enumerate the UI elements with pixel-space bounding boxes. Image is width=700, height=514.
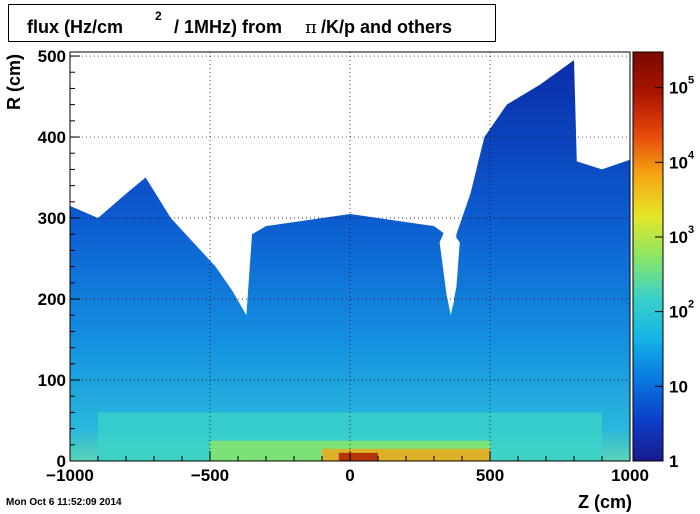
z-tick-label: 1: [669, 452, 678, 471]
timestamp: Mon Oct 6 11:52:09 2014: [6, 497, 122, 508]
z-tick-label: 10: [669, 79, 688, 98]
title-part-2: / 1MHz) from: [169, 17, 288, 37]
y-axis: 0 100 200 300 400 500: [38, 47, 80, 471]
x-axis: −1000 −500 0 500 1000: [46, 451, 649, 485]
z-tick-exponent: 5: [688, 75, 694, 87]
title-part-3: /K/p and others: [321, 17, 453, 37]
x-tick-label: −1000: [46, 466, 94, 485]
x-axis-label: Z (cm): [578, 492, 632, 512]
y-tick-label: 300: [38, 209, 66, 228]
z-tick-exponent: 3: [688, 224, 694, 236]
x-tick-label: 1000: [611, 466, 649, 485]
z-tick-label: 10: [669, 303, 688, 322]
flux-band-3: [338, 452, 378, 461]
y-axis-label: R (cm): [4, 53, 24, 110]
y-tick-label: 400: [38, 128, 66, 147]
title-superscript: 2: [155, 9, 162, 23]
z-tick-exponent: 2: [688, 299, 694, 311]
grid-lines: [70, 52, 630, 461]
y-tick-label: 0: [57, 452, 66, 471]
z-tick-label: 10: [669, 377, 688, 396]
y-tick-label: 500: [38, 47, 66, 66]
title-pi-symbol: π: [305, 17, 317, 38]
color-bar: [632, 51, 664, 462]
z-tick-label: 10: [669, 153, 688, 172]
title-part-1: flux (Hz/cm: [27, 17, 124, 37]
hole-region: [439, 230, 460, 316]
y-tick-label: 100: [38, 371, 66, 390]
y-tick-label: 200: [38, 290, 66, 309]
x-tick-label: 500: [476, 466, 504, 485]
x-tick-label: −500: [191, 466, 229, 485]
chart-title-box: flux (Hz/cm 2 / 1MHz) from π /K/p and ot…: [8, 4, 496, 42]
x-tick-label: 0: [345, 466, 354, 485]
z-tick-exponent: 4: [688, 149, 695, 161]
z-tick-label: 10: [669, 228, 688, 247]
